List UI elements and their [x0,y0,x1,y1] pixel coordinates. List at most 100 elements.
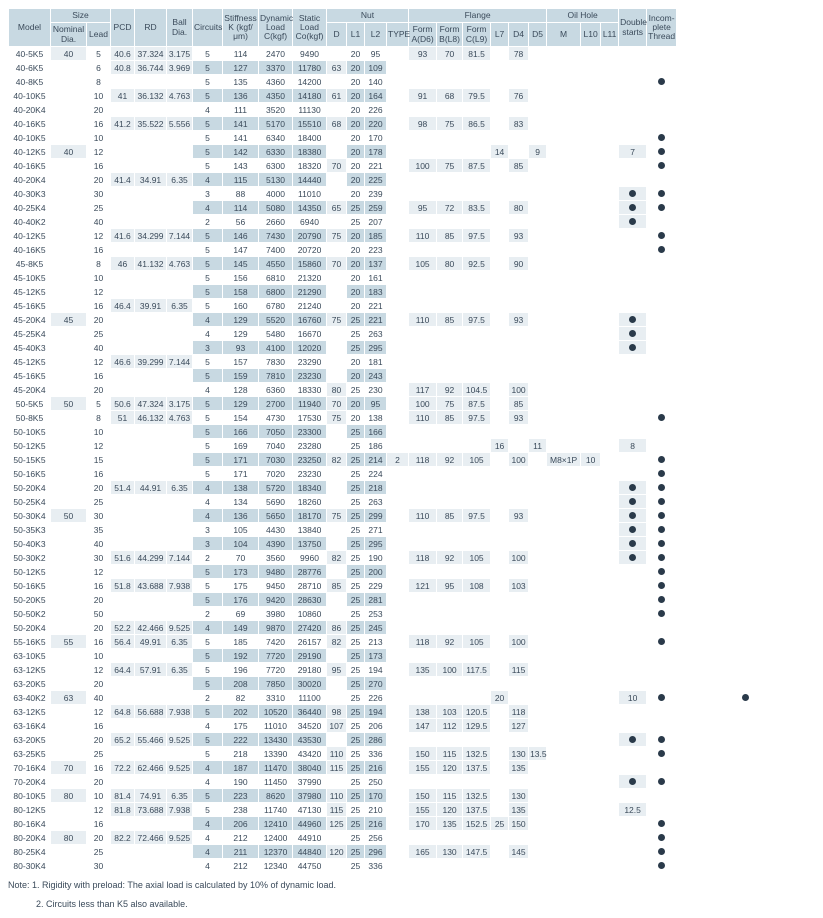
cell [601,593,619,607]
cell: 4.763 [167,257,193,271]
cell [409,439,437,453]
dot-icon [658,820,665,827]
cell [437,537,463,551]
cell: 12 [87,565,111,579]
cell [547,341,581,355]
cell: 145 [509,845,529,859]
cell: 85 [437,313,463,327]
cell: 16 [87,579,111,593]
cell [509,243,529,257]
cell [601,677,619,691]
cell [463,831,491,845]
cell: 105 [463,453,491,467]
cell: 25 [347,495,365,509]
cell: 117 [409,383,437,397]
cell: 2700 [259,397,293,411]
cell: 63-16K4 [9,719,51,733]
cell [111,243,135,257]
cell: 12 [87,705,111,719]
table-row: 40-12K51241.634.2997.1445146743020790752… [9,229,815,243]
cell: 194 [365,663,387,677]
cell [581,607,601,621]
cell: 75 [437,397,463,411]
cell [463,271,491,285]
dot-icon [629,554,636,561]
cell: 152.5 [463,817,491,831]
cell: 226 [365,103,387,117]
cell [529,229,547,243]
table-row: 40-10K5104136.1324.763513643501418061201… [9,89,815,103]
cell: 3310 [259,691,293,705]
cell: 23280 [293,439,327,453]
cell [619,103,647,117]
cell: 296 [365,845,387,859]
cell [581,859,601,873]
cell [409,733,437,747]
table-row: 70-16K4701672.262.4669.52541871147038040… [9,761,815,775]
cell [529,131,547,145]
cell: 63-20K5 [9,733,51,747]
cell [529,733,547,747]
cell [51,341,87,355]
cell [327,299,347,313]
cell [601,327,619,341]
cell [111,747,135,761]
cell [529,677,547,691]
dot-icon [629,204,636,211]
cell [647,439,677,453]
cell [437,215,463,229]
cell [409,187,437,201]
cell: 50-35K3 [9,523,51,537]
cell: 221 [365,299,387,313]
cell [581,635,601,649]
table-row: 40-16K51641.235.5225.5565141517015510682… [9,117,815,131]
cell: 110 [409,509,437,523]
cell: 8620 [259,789,293,803]
cell [647,313,677,327]
cell: 25 [347,635,365,649]
cell: 175 [223,719,259,733]
cell [437,439,463,453]
cell: 70 [327,257,347,271]
cell [437,775,463,789]
cell [491,677,509,691]
cell [387,747,409,761]
cell [135,187,167,201]
h-type: TYPE [387,23,409,47]
cell [167,509,193,523]
cell [491,369,509,383]
cell [491,509,509,523]
cell [547,383,581,397]
cell: 80 [51,789,87,803]
cell: 63-25K5 [9,747,51,761]
cell: 25 [347,593,365,607]
cell: 11130 [293,103,327,117]
cell [491,551,509,565]
cell [167,243,193,257]
cell [619,495,647,509]
cell: 9480 [259,565,293,579]
cell: 4 [193,845,223,859]
cell: 176 [223,593,259,607]
cell: 159 [223,369,259,383]
cell [547,173,581,187]
cell [437,523,463,537]
cell [491,411,509,425]
cell: 295 [365,537,387,551]
cell [437,131,463,145]
cell: 51.4 [111,481,135,495]
cell [463,859,491,873]
cell: 20 [347,131,365,145]
h-oil: Oil Hole [547,9,619,23]
cell: 44910 [293,831,327,845]
cell: 9490 [293,47,327,61]
cell: 105 [463,551,491,565]
cell: 13430 [259,733,293,747]
cell [647,159,677,173]
cell: 11100 [293,691,327,705]
cell [327,215,347,229]
cell: 56.4 [111,635,135,649]
cell [409,75,437,89]
cell: 42.466 [135,621,167,635]
table-row: 45-8K584641.1324.76351454550158607020137… [9,257,815,271]
